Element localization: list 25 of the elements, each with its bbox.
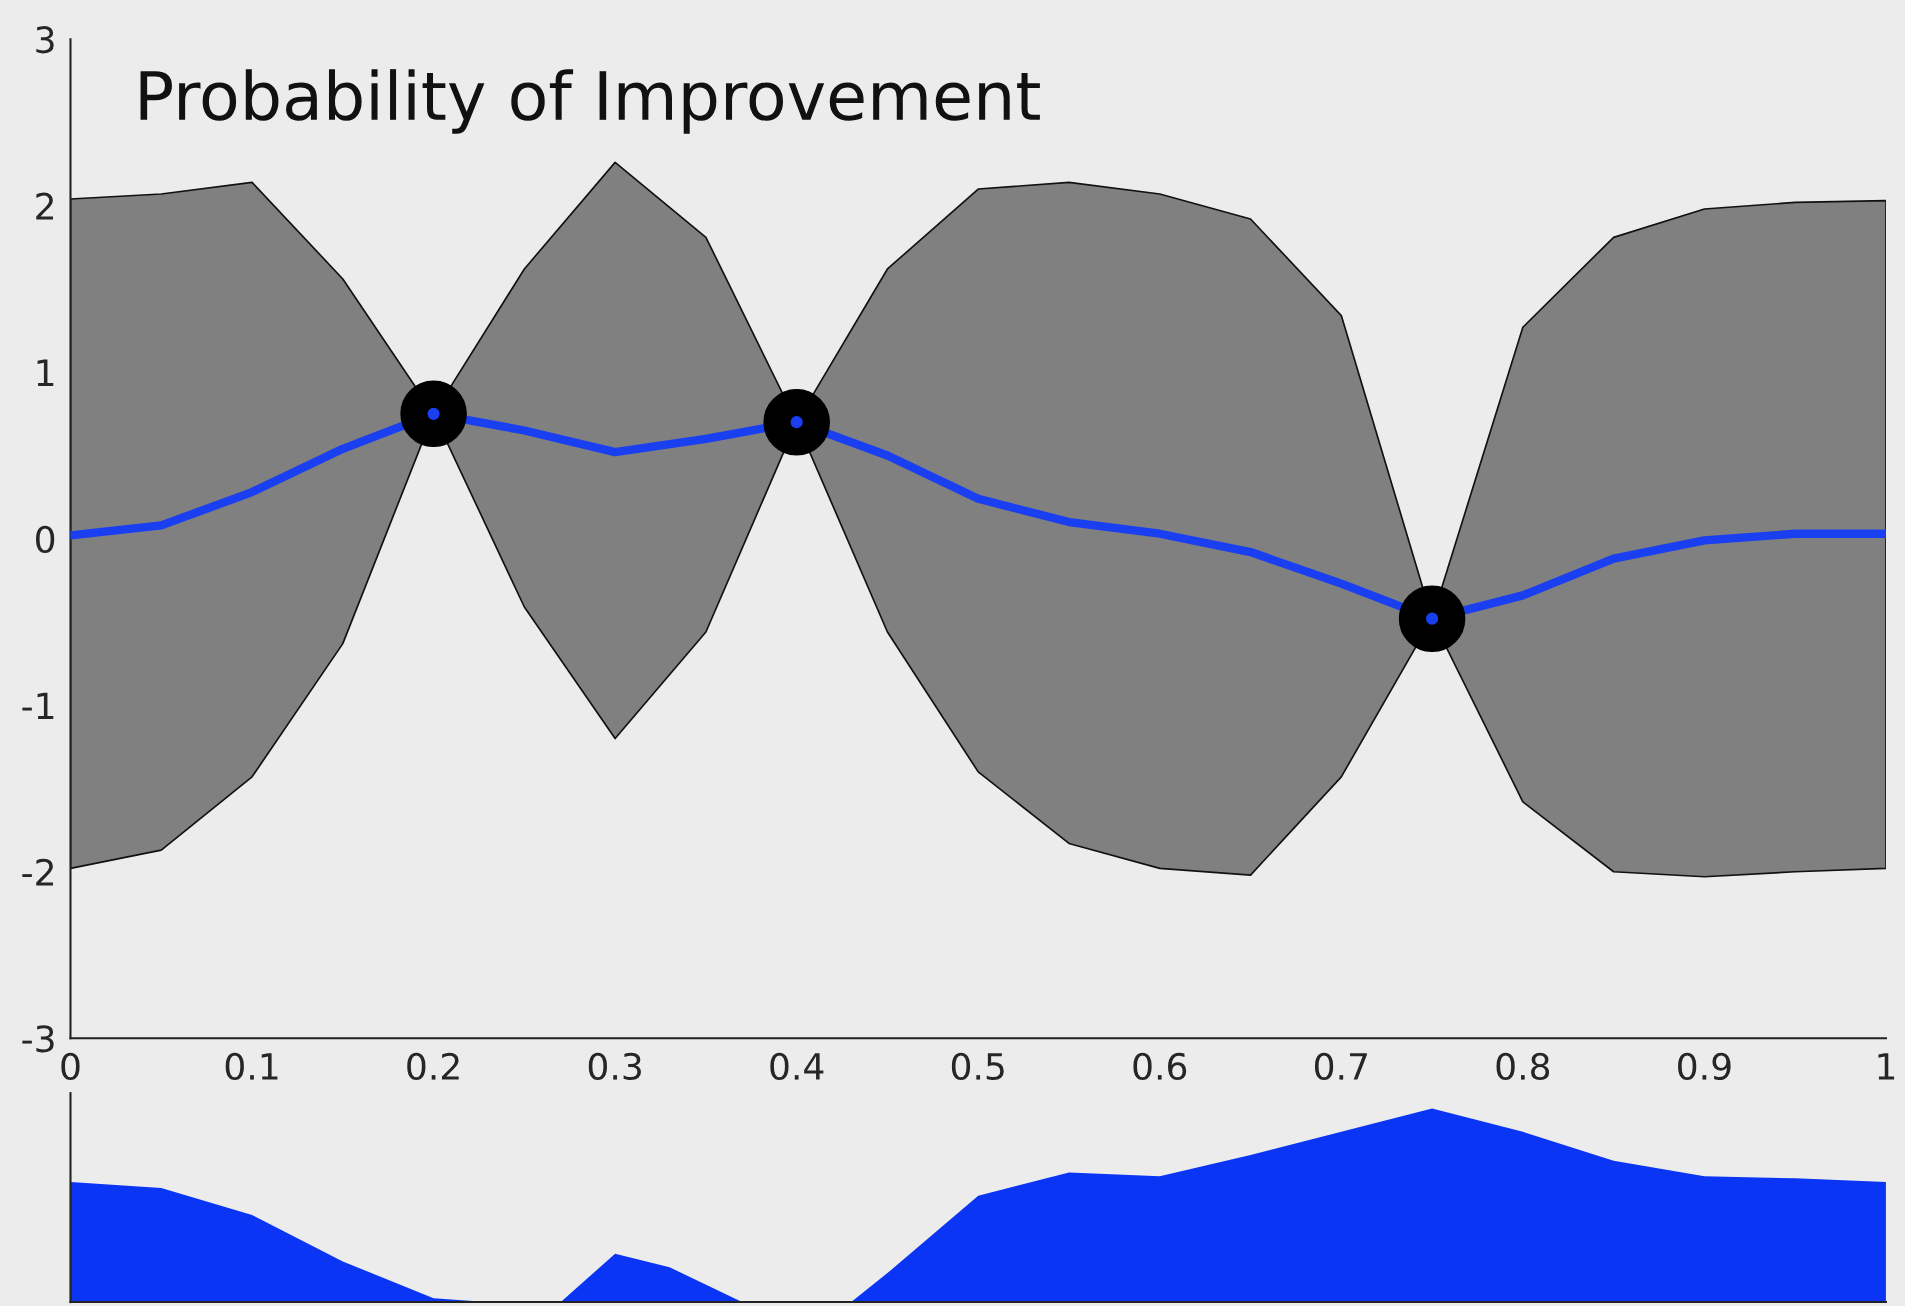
x-tick-label: 0 [61, 1052, 80, 1081]
chart-title: Probability of Improvement [140, 69, 1040, 134]
x-tick-label: 0.6 [1133, 1052, 1187, 1081]
y-tick-label: 1 [37, 359, 54, 386]
y-tick-label: -2 [22, 858, 53, 886]
point [400, 380, 467, 448]
x-tick-label: 0.4 [770, 1052, 824, 1081]
x-tick-label: 0.1 [225, 1052, 278, 1081]
y-tick-label: -1 [22, 692, 54, 719]
point [790, 416, 803, 429]
y-tick-label: 3 [36, 26, 54, 54]
y-tick-label: 2 [36, 192, 53, 220]
point [763, 388, 830, 456]
x-tick-label: 0.3 [588, 1052, 641, 1081]
x-tick-label: 0.8 [1496, 1052, 1550, 1081]
x-tick-label: 0.7 [1314, 1052, 1367, 1081]
point [427, 407, 440, 420]
x-tick-label: 0.2 [407, 1052, 459, 1081]
y-tick-label: -3 [22, 1025, 54, 1053]
point [1426, 612, 1439, 625]
x-tick-label: 1 [1878, 1053, 1895, 1080]
point [1398, 585, 1466, 652]
x-tick-label: 0.9 [1678, 1052, 1731, 1081]
y-tick-label: 0 [36, 525, 55, 553]
x-tick-label: 0.5 [951, 1052, 1004, 1081]
